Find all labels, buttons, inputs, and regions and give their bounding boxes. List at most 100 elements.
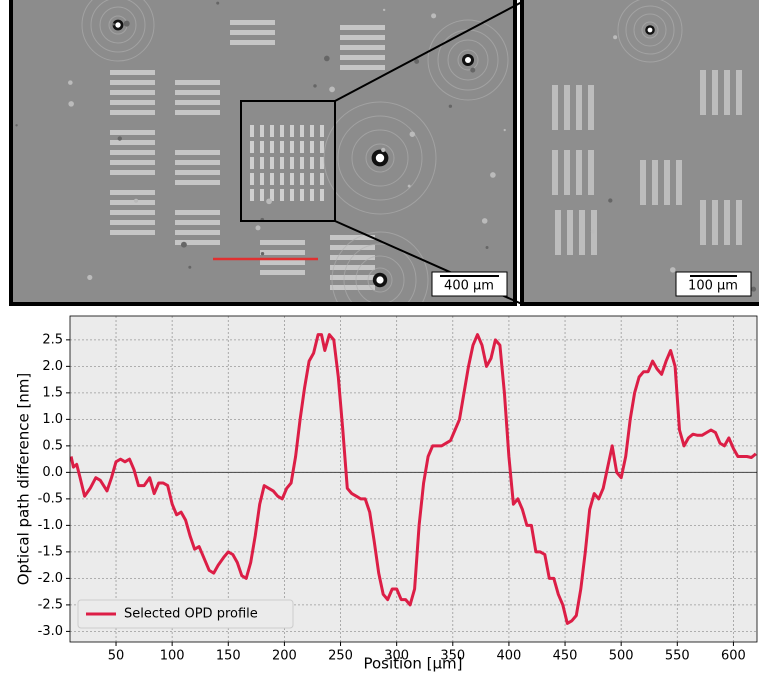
pattern-bar (175, 210, 220, 215)
y-tick-label: -2.0 (38, 571, 63, 586)
pattern-bar (664, 160, 670, 205)
noise (470, 68, 475, 73)
noise (124, 21, 130, 27)
pattern-bar (280, 125, 284, 137)
noise (216, 2, 219, 5)
pattern-bar (270, 173, 274, 185)
pattern-bar (290, 157, 294, 169)
y-tick-label: -1.0 (38, 518, 63, 533)
pattern-bar (588, 85, 594, 130)
noise (68, 80, 73, 85)
pattern-bar (340, 65, 385, 70)
particle-core (115, 22, 120, 27)
pattern-bar (110, 220, 155, 225)
pattern-bar (320, 173, 324, 185)
pattern-bar (712, 70, 718, 115)
noise (486, 246, 489, 249)
pattern-bar (564, 150, 570, 195)
pattern-bar (260, 157, 264, 169)
noise (751, 287, 756, 292)
pattern-bar (260, 250, 305, 255)
noise (482, 218, 488, 224)
pattern-bar (110, 100, 155, 105)
pattern-bar (110, 230, 155, 235)
pattern-bar (552, 85, 558, 130)
x-axis-label: Position [µm] (363, 655, 462, 673)
pattern-bar (712, 200, 718, 245)
noise (134, 199, 138, 203)
pattern-bar (260, 270, 305, 275)
x-tick-label: 50 (108, 649, 125, 664)
x-tick-label: 400 (497, 649, 522, 664)
figure: 400 µm 100 µm 50100150200250300350400450… (0, 0, 759, 687)
pattern-bar (250, 141, 254, 153)
y-tick-label: 2.5 (42, 332, 63, 347)
noise (68, 101, 74, 107)
pattern-bar (250, 189, 254, 201)
pattern-bar (724, 200, 730, 245)
scale-bar-label: 400 µm (444, 279, 494, 294)
pattern-bar (567, 210, 573, 255)
y-tick-label: -0.5 (38, 491, 63, 506)
pattern-bar (290, 173, 294, 185)
pattern-bar (270, 157, 274, 169)
pattern-bar (300, 157, 304, 169)
pattern-bar (110, 200, 155, 205)
x-tick-label: 550 (665, 649, 690, 664)
y-axis-label: Optical path difference [nm] (15, 373, 33, 586)
pattern-bar (175, 230, 220, 235)
pattern-bar (700, 200, 706, 245)
scale-bar-label: 100 µm (688, 279, 738, 294)
pattern-bar (270, 125, 274, 137)
noise (255, 225, 260, 230)
particle-core (648, 28, 653, 33)
pattern-bar (260, 125, 264, 137)
x-tick-label: 500 (609, 649, 634, 664)
pattern-bar (310, 125, 314, 137)
pattern-bar (260, 141, 264, 153)
noise (329, 86, 335, 92)
pattern-bar (280, 157, 284, 169)
pattern-bar (260, 189, 264, 201)
pattern-bar (555, 210, 561, 255)
noise (490, 172, 496, 178)
noise (449, 105, 452, 108)
pattern-bar (310, 173, 314, 185)
y-tick-label: 1.0 (42, 412, 63, 427)
noise (608, 198, 612, 202)
pattern-bar (280, 173, 284, 185)
noise (15, 124, 17, 126)
pattern-bar (110, 80, 155, 85)
pattern-bar (700, 70, 706, 115)
pattern-bar (110, 70, 155, 75)
y-tick-label: 0.5 (42, 438, 63, 453)
pattern-bar (300, 189, 304, 201)
noise (313, 84, 316, 87)
pattern-bar (110, 130, 155, 135)
pattern-bar (250, 157, 254, 169)
pattern-bar (230, 30, 275, 35)
x-tick-label: 450 (553, 649, 578, 664)
y-tick-label: 1.5 (42, 385, 63, 400)
pattern-bar (310, 157, 314, 169)
legend-label: Selected OPD profile (124, 607, 258, 622)
y-tick-label: -3.0 (38, 624, 63, 639)
pattern-bar (260, 173, 264, 185)
noise (266, 198, 272, 204)
pattern-bar (320, 141, 324, 153)
pattern-bar (110, 210, 155, 215)
pattern-bar (640, 160, 646, 205)
pattern-bar (564, 85, 570, 130)
pattern-bar (320, 125, 324, 137)
pattern-bar (175, 180, 220, 185)
pattern-bar (552, 150, 558, 195)
pattern-bar (260, 240, 305, 245)
pattern-bar (175, 170, 220, 175)
pattern-bar (175, 110, 220, 115)
pattern-bar (340, 35, 385, 40)
pattern-bar (280, 141, 284, 153)
pattern-bar (320, 189, 324, 201)
noise (504, 129, 506, 131)
pattern-bar (260, 260, 305, 265)
noise (613, 35, 617, 39)
